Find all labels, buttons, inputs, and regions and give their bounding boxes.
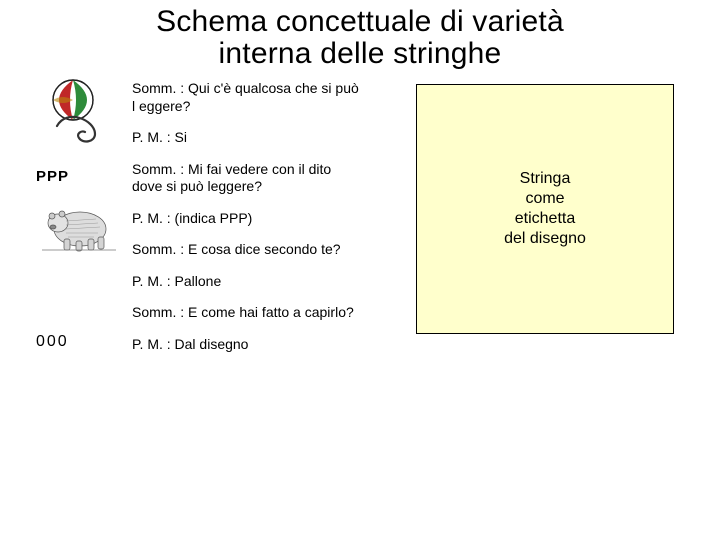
dialogue-line: Somm. : E come hai fatto a capirlo? [132,304,362,322]
ball-illustration [36,76,126,146]
summary-box: Stringa come etichetta del disegno [416,84,674,334]
dialogue-line: P. M. : Dal disegno [132,336,362,354]
dialogue-line: Somm. : Qui c'è qualcosa che si può l eg… [132,80,362,115]
dialogue-block: Somm. : Qui c'è qualcosa che si può l eg… [132,80,362,367]
ooo-label: 000 [36,333,130,351]
dialogue-line: P. M. : Si [132,129,362,147]
ppp-label: PPP [36,168,130,185]
box-line: etichetta [515,209,575,229]
box-line: Stringa [520,169,571,189]
dialogue-line: P. M. : Pallone [132,273,362,291]
bear-illustration [36,189,122,255]
title-line-2: interna delle stringhe [219,37,502,70]
left-column: PPP [36,76,130,351]
box-line: del disegno [504,229,586,249]
dialogue-line: Somm. : E cosa dice secondo te? [132,241,362,259]
title-line-1: Schema concettuale di varietà [156,5,564,38]
slide: Schema concettuale di varietà interna de… [0,0,720,540]
box-line: come [525,189,564,209]
dialogue-line: Somm. : Mi fai vedere con il dito dove s… [132,161,362,196]
slide-title: Schema concettuale di varietà interna de… [0,6,720,71]
dialogue-line: P. M. : (indica PPP) [132,210,362,228]
